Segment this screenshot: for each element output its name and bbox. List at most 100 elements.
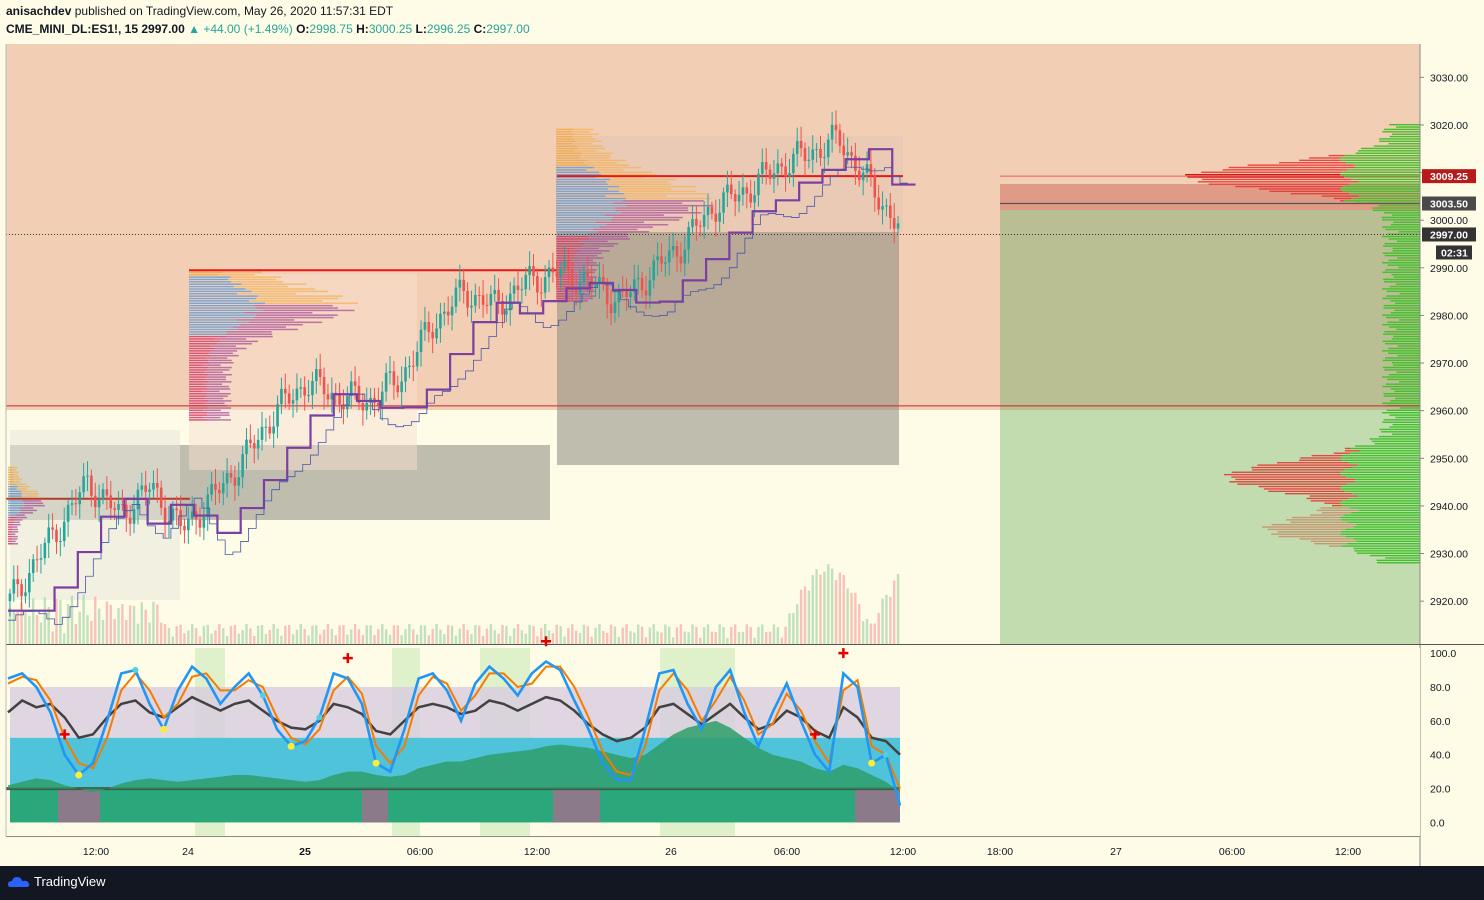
sell-signal-marker (838, 648, 849, 659)
volume-bar (214, 630, 217, 644)
volume-bar (792, 613, 795, 644)
session-profile-row (231, 281, 283, 283)
volume-bar (664, 624, 667, 644)
volume-bar (586, 626, 589, 644)
oscillator-axis-labels: 100.0 80.0 60.0 40.0 20.0 0.0 (1430, 648, 1456, 829)
time-axis-labels[interactable]: 12:00 24 25 06:00 12:00 26 06:00 12:00 18:00 27 06… (83, 846, 1361, 858)
volume-bar (613, 626, 617, 644)
volume-bar (761, 624, 764, 644)
session-profile-row (556, 295, 574, 297)
session-profile-row (189, 357, 207, 359)
profile-row-buy (1383, 393, 1420, 395)
volume-bar (892, 580, 896, 644)
volume-bar (509, 636, 512, 644)
oscillator-pane[interactable] (6, 636, 1420, 836)
session-profile-row (556, 181, 607, 183)
author-name[interactable]: anisachdev (6, 4, 72, 18)
volume-bar (590, 636, 593, 644)
candle-body (501, 300, 504, 315)
profile-row-buy (1382, 366, 1420, 369)
candle-body (687, 227, 690, 250)
profile-row-buy (1397, 345, 1420, 347)
candle-body (78, 492, 82, 505)
candle-body (291, 400, 295, 404)
session-profile-row (189, 347, 215, 350)
candle-body (446, 311, 450, 316)
session-profile-row (189, 293, 238, 295)
candle-body (539, 292, 543, 294)
candle-body (826, 139, 830, 158)
session-profile-row (226, 331, 272, 333)
volume-bar (361, 634, 365, 644)
candle-body (365, 402, 369, 411)
profile-row-sell (1292, 516, 1341, 519)
volume-bar (861, 621, 865, 644)
session-profile-row (8, 493, 22, 495)
profile-row-sell (1311, 454, 1343, 457)
chart-canvas[interactable]: 3030.003020.003010.003000.002990.002980.… (0, 0, 1484, 866)
session-profile-row (202, 390, 220, 393)
session-profile-row (189, 297, 257, 300)
session-profile-row (230, 276, 282, 278)
session-profile-row (12, 528, 18, 531)
session-profile-row (571, 278, 592, 281)
session-profile-row (556, 185, 620, 188)
profile-row-buy (1383, 278, 1420, 281)
tradingview-logo[interactable]: TradingView (8, 874, 106, 889)
volume-bar (97, 608, 101, 644)
profile-row-buy (1341, 171, 1420, 173)
volume-bar (466, 629, 469, 644)
candle-body (443, 311, 446, 314)
candle-body (683, 249, 687, 264)
candle-body (20, 584, 23, 597)
profile-row-sell (1277, 531, 1341, 533)
price-axis[interactable] (1420, 44, 1484, 644)
profile-row-buy (1341, 519, 1420, 521)
session-profile-row (623, 193, 707, 195)
profile-row-buy (1351, 197, 1420, 200)
session-profile-row (189, 273, 219, 276)
profile-row-sell (1333, 452, 1350, 454)
volume-bar (396, 625, 399, 644)
profile-row-buy (1389, 426, 1420, 428)
volume-bar (648, 627, 652, 644)
session-profile-row (240, 323, 303, 326)
volume-bar (784, 626, 787, 644)
volume-bar (43, 597, 47, 644)
session-profile-row (556, 228, 593, 231)
session-profile-row (583, 162, 617, 164)
volume-bar (24, 612, 27, 644)
volume-bar (768, 631, 772, 644)
candle-body (237, 477, 241, 486)
session-profile-row (556, 226, 600, 228)
profile-row-sell (1333, 197, 1352, 200)
volume-bar (152, 601, 155, 644)
session-profile-row (189, 281, 232, 283)
profile-row-buy (1340, 473, 1420, 476)
session-profile-row (574, 283, 597, 285)
session-profile-row (189, 290, 252, 293)
price-pane[interactable] (6, 44, 1420, 644)
volume-bar (427, 635, 430, 644)
session-profile-row (8, 538, 13, 540)
candle-body (807, 159, 811, 161)
profile-row-buy (1356, 552, 1420, 554)
candle-body (718, 212, 721, 222)
volume-bar (757, 626, 760, 644)
session-volume-profiles (8, 128, 714, 545)
candle-body (477, 294, 481, 296)
stoch-k-line (7, 659, 902, 806)
candle-body (640, 277, 644, 291)
candle-body (462, 279, 465, 292)
session-profile-row (556, 223, 607, 226)
candle-body (179, 510, 182, 526)
candle-body (524, 275, 528, 290)
session-profile-row (592, 228, 638, 231)
symbol-name[interactable]: CME_MINI_DL:ES1!, 15 (6, 22, 139, 36)
session-profile-row (12, 538, 18, 540)
session-profile-row (189, 376, 206, 378)
session-profile-row (626, 204, 714, 207)
profile-row-sell (1258, 485, 1342, 488)
session-profile-row (8, 466, 13, 469)
volume-bar (276, 628, 279, 644)
